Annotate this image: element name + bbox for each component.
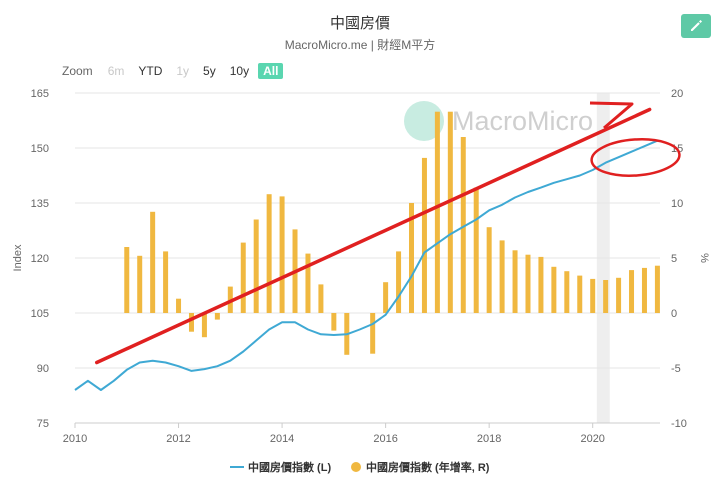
bar xyxy=(486,227,492,313)
bar xyxy=(629,270,635,313)
zoom-label: Zoom xyxy=(62,64,93,78)
bar xyxy=(124,247,130,313)
annotation-arrow-shaft xyxy=(94,107,652,365)
bar xyxy=(176,298,182,313)
y-left-tick-label: 75 xyxy=(37,418,49,430)
y-right-tick-label: 5 xyxy=(671,253,677,265)
x-tick-label: 2010 xyxy=(63,433,87,445)
bar xyxy=(253,219,259,313)
bar xyxy=(137,255,143,313)
x-tick-label: 2020 xyxy=(580,433,604,445)
bar xyxy=(460,137,466,313)
chart-title: 中國房價 xyxy=(329,15,390,32)
y-left-axis-title: Index xyxy=(12,244,24,271)
series-line-index xyxy=(74,139,658,391)
bar xyxy=(188,313,194,332)
y-right-tick-label: -10 xyxy=(671,418,687,430)
bar xyxy=(473,187,479,313)
bar xyxy=(331,313,337,331)
y-left-tick-label: 120 xyxy=(31,253,49,265)
y-right-axis-title: % xyxy=(698,253,710,263)
bar xyxy=(654,265,660,313)
bar xyxy=(590,278,596,313)
y-left-tick-label: 165 xyxy=(31,88,49,100)
bar xyxy=(201,313,207,338)
bar xyxy=(447,111,453,313)
zoom-all-button[interactable]: All xyxy=(258,63,284,79)
annotation-arrow-head xyxy=(589,101,634,130)
y-right-tick-label: 20 xyxy=(671,88,683,100)
bar xyxy=(318,284,324,313)
bar xyxy=(409,203,415,313)
zoom-10y-button[interactable]: 10y xyxy=(229,64,250,78)
y-right-tick-label: 0 xyxy=(671,308,677,320)
bar xyxy=(538,256,544,313)
bar xyxy=(641,267,647,313)
zoom-5y-button[interactable]: 5y xyxy=(203,64,216,78)
legend-bar-symbol xyxy=(351,462,361,472)
bar xyxy=(279,196,285,313)
edit-button[interactable] xyxy=(681,14,711,38)
x-tick-label: 2014 xyxy=(270,433,294,445)
bar xyxy=(396,251,402,313)
bar xyxy=(383,282,389,313)
bar xyxy=(512,250,518,313)
bar xyxy=(499,240,505,313)
bar xyxy=(434,111,440,313)
bar xyxy=(603,280,609,313)
bar xyxy=(214,313,220,320)
legend-label-yoy: 中國房價指數 (年增率, R) xyxy=(366,460,490,474)
bar xyxy=(551,266,557,313)
bar xyxy=(577,275,583,313)
watermark-text: MacroMicro xyxy=(452,106,593,136)
zoom-6m-button[interactable]: 6m xyxy=(107,64,125,78)
x-tick-label: 2018 xyxy=(477,433,501,445)
zoom-1y-button[interactable]: 1y xyxy=(176,64,190,78)
x-tick-label: 2016 xyxy=(373,433,397,445)
watermark-logo-icon xyxy=(404,101,444,141)
annotation-ellipse xyxy=(590,138,681,177)
bar xyxy=(616,277,622,313)
bar xyxy=(564,271,570,313)
bar xyxy=(421,157,427,313)
y-left-tick-label: 90 xyxy=(37,363,49,375)
zoom-bar: Zoom 6m YTD 1y 5y 10y All xyxy=(62,62,287,80)
y-right-tick-label: -5 xyxy=(671,363,681,375)
x-tick-label: 2012 xyxy=(166,433,190,445)
bar xyxy=(163,251,169,313)
y-left-tick-label: 150 xyxy=(31,143,49,155)
bar xyxy=(266,194,272,313)
y-left-tick-label: 105 xyxy=(31,308,49,320)
bar xyxy=(370,313,376,354)
zoom-ytd-button[interactable]: YTD xyxy=(138,64,163,78)
bar xyxy=(305,253,311,313)
bar xyxy=(525,254,531,313)
y-left-tick-label: 135 xyxy=(31,198,49,210)
legend-label-index: 中國房價指數 (L) xyxy=(248,460,331,474)
bar xyxy=(150,211,156,313)
y-right-tick-label: 10 xyxy=(671,198,683,210)
chart-subtitle: MacroMicro.me | 財經M平方 xyxy=(284,38,436,52)
bar xyxy=(240,242,246,313)
pencil-icon xyxy=(691,20,702,31)
